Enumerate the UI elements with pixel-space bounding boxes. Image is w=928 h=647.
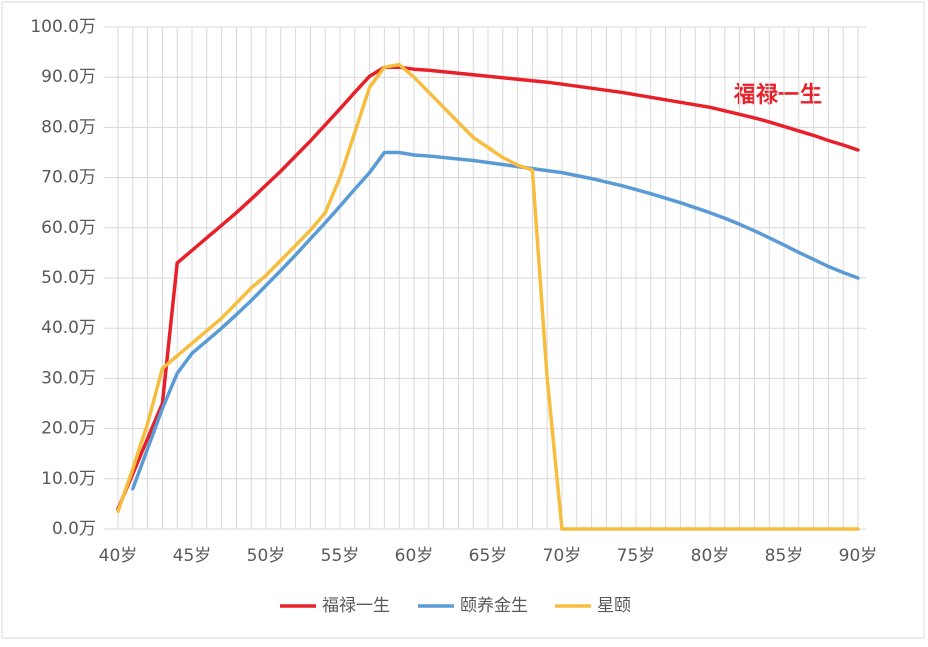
x-tick-label: 85岁 [765,546,804,566]
y-tick-label: 70.0万 [41,168,96,188]
x-tick-label: 80岁 [691,546,730,566]
legend-label: 颐养金生 [460,596,528,616]
x-tick-label: 55岁 [321,546,360,566]
x-tick-label: 75岁 [617,546,656,566]
y-tick-label: 10.0万 [41,469,96,489]
y-tick-label: 50.0万 [41,268,96,288]
y-tick-label: 90.0万 [41,67,96,87]
y-tick-label: 80.0万 [41,117,96,137]
x-tick-label: 40岁 [99,546,138,566]
x-tick-label: 70岁 [543,546,582,566]
x-tick-label: 60岁 [395,546,434,566]
x-tick-label: 90岁 [839,546,878,566]
x-tick-label: 50岁 [247,546,286,566]
x-tick-label: 65岁 [469,546,508,566]
legend-label: 福禄一生 [322,596,390,616]
y-tick-label: 40.0万 [41,318,96,338]
y-tick-label: 30.0万 [41,368,96,388]
legend-label: 星颐 [597,596,631,616]
series-line [131,150,860,491]
series-line [116,62,860,531]
y-tick-label: 0.0万 [52,519,96,539]
y-tick-label: 20.0万 [41,419,96,439]
series-line [116,65,860,511]
y-tick-label: 60.0万 [41,218,96,238]
y-tick-label: 100.0万 [30,17,96,37]
x-tick-label: 45岁 [173,546,212,566]
annotation: 福禄一生 [733,83,822,108]
